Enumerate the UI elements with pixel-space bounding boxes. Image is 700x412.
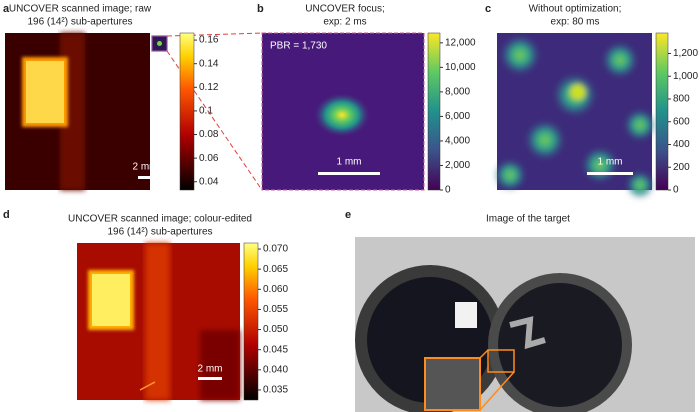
panel-title: UNCOVER scanned image; raw xyxy=(9,4,152,15)
colorbar-tick-label: 800 xyxy=(673,94,690,105)
colorbar-tick-label: 0.12 xyxy=(199,82,219,93)
colorbar-tick-label: 0.08 xyxy=(199,129,219,140)
colorbar xyxy=(655,32,669,191)
image-c xyxy=(494,33,656,199)
panel-label: b xyxy=(257,3,264,15)
colorbar-tick-label: 2,000 xyxy=(445,160,470,171)
panel-label: a xyxy=(3,3,10,15)
scale-bar-label: 1 mm xyxy=(337,157,362,168)
panel-label: e xyxy=(345,209,351,221)
colorbar-tick-label: 0.060 xyxy=(263,284,288,295)
image-b xyxy=(261,32,425,191)
colorbar-tick-label: 0.055 xyxy=(263,304,288,315)
colorbar-tick-label: 1,000 xyxy=(673,71,698,82)
image-e xyxy=(355,237,695,412)
colorbar-tick-label: 0.14 xyxy=(199,58,219,69)
colorbar-tick-label: 4,000 xyxy=(445,136,470,147)
colorbar xyxy=(427,32,441,191)
colorbar-tick-label: 12,000 xyxy=(445,37,476,48)
panel-title: 196 (14²) sub-apertures xyxy=(27,17,132,28)
colorbar-tick-label: 0.16 xyxy=(199,35,219,46)
colorbar-tick-label: 0.1 xyxy=(199,106,213,117)
colorbar-tick-label: 0.06 xyxy=(199,153,219,164)
scale-bar-label: 2 mm xyxy=(198,364,223,375)
scale-bar-label: 2 mm xyxy=(133,162,158,173)
colorbar-tick-label: 0.04 xyxy=(199,176,219,187)
colorbar-tick-label: 8,000 xyxy=(445,87,470,98)
colorbar-tick-label: 0.040 xyxy=(263,364,288,375)
panel-label: c xyxy=(485,3,491,15)
colorbar-tick-label: 0.070 xyxy=(263,244,288,255)
colorbar-tick-label: 0 xyxy=(445,185,451,196)
panel-title: exp: 80 ms xyxy=(551,17,600,28)
colorbar-tick-label: 400 xyxy=(673,139,690,150)
colorbar xyxy=(243,242,259,401)
panel-title: exp: 2 ms xyxy=(323,17,366,28)
panel-title: UNCOVER scanned image; colour-edited xyxy=(68,214,252,225)
image-d xyxy=(77,243,240,400)
panel-title: Without optimization; xyxy=(529,4,622,15)
colorbar-tick-label: 6,000 xyxy=(445,111,470,122)
colorbar-tick-label: 200 xyxy=(673,162,690,173)
colorbar xyxy=(179,32,195,191)
colorbar-tick-label: 1,200 xyxy=(673,48,698,59)
panel-label: d xyxy=(3,209,10,221)
colorbar-tick-label: 600 xyxy=(673,116,690,127)
colorbar-tick-label: 0.035 xyxy=(263,385,288,396)
colorbar-tick-label: 0.065 xyxy=(263,264,288,275)
colorbar-tick-label: 0.050 xyxy=(263,324,288,335)
annotation: PBR = 1,730 xyxy=(270,41,327,52)
image-a xyxy=(5,33,168,190)
panel-title: UNCOVER focus; xyxy=(305,4,384,15)
panel-title: 196 (14²) sub-apertures xyxy=(107,227,212,238)
scale-bar-label: 1 mm xyxy=(598,157,623,168)
colorbar-tick-label: 0 xyxy=(673,185,679,196)
panel-title: Image of the target xyxy=(486,214,570,225)
colorbar-tick-label: 0.045 xyxy=(263,344,288,355)
colorbar-tick-label: 10,000 xyxy=(445,62,476,73)
